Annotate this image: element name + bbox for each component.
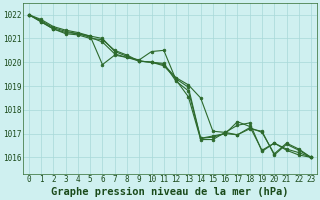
X-axis label: Graphe pression niveau de la mer (hPa): Graphe pression niveau de la mer (hPa)	[51, 187, 289, 197]
